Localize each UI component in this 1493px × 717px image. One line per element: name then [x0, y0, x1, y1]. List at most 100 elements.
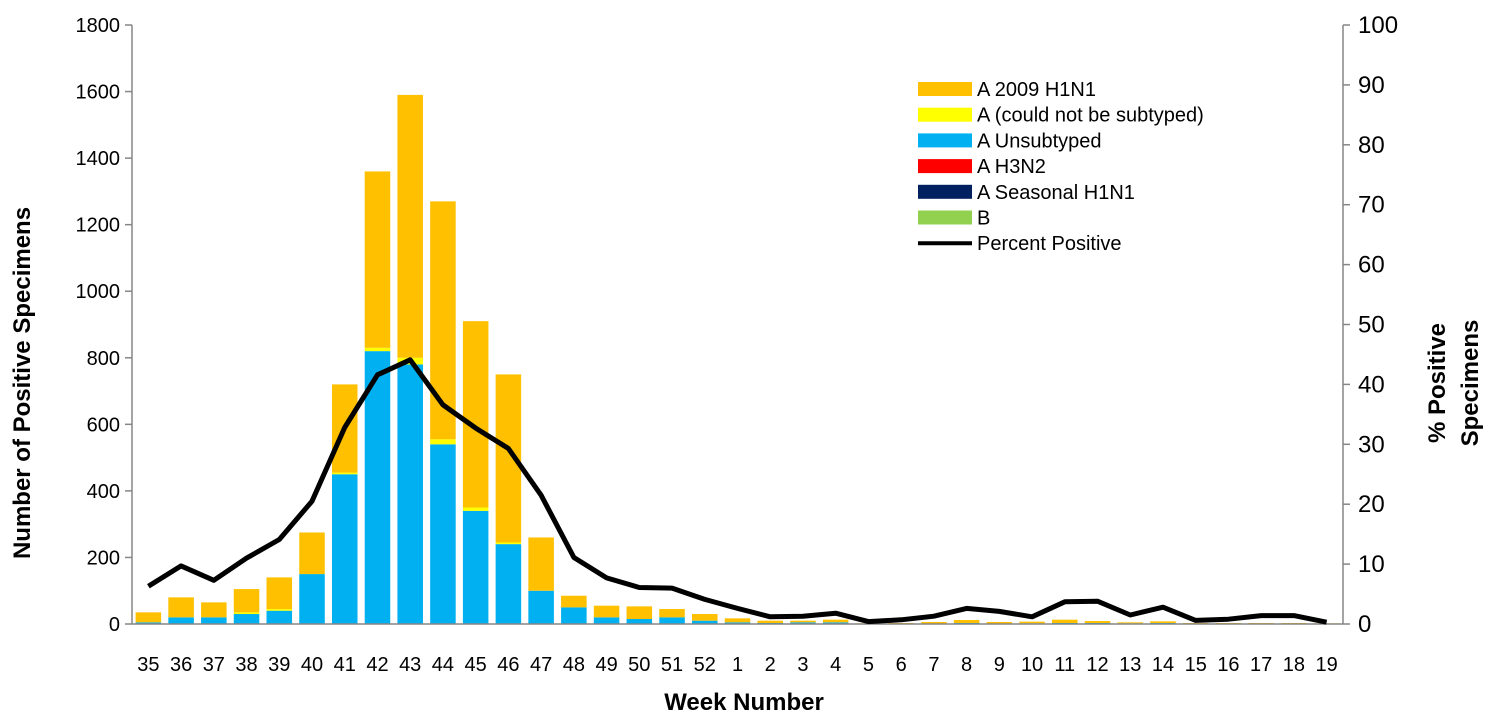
bar-a-could-not-be-subtyped-week-42 [364, 347, 391, 352]
bar-a-unsubtyped-week-38 [233, 614, 260, 624]
legend-label-a-seasonal-h1n1: A Seasonal H1N1 [977, 182, 1135, 204]
x-tick-label: 48 [563, 654, 585, 676]
y-tick-label: 200 [87, 547, 120, 569]
x-tick-label: 46 [497, 654, 519, 676]
x-tick-label: 49 [595, 654, 617, 676]
bar-a-could-not-be-subtyped-week-46 [495, 542, 522, 545]
x-tick-label: 14 [1152, 654, 1174, 676]
bar-a-unsubtyped-week-40 [299, 574, 325, 624]
bar-a-unsubtyped-week-1 [724, 622, 751, 624]
y-axis-title: Number of Positive Specimens [9, 207, 36, 559]
y-tick-label: 1800 [76, 15, 121, 37]
bar-a-2009-h1n1-week-1 [724, 618, 751, 623]
y-tick-label: 1600 [76, 82, 121, 104]
x-tick-label: 10 [1021, 654, 1043, 676]
legend-swatch-a-h3n2 [918, 159, 972, 174]
bar-a-unsubtyped-week-42 [364, 351, 391, 624]
x-tick-label: 9 [994, 654, 1005, 676]
legend-label-a-2009-h1n1: A 2009 H1N1 [977, 79, 1096, 101]
ticks-layer: 0 200 400 600 800 1000 1200 1400 1600 1800 0 10 20 30… [76, 12, 1399, 676]
y2-tick-label: 30 [1358, 431, 1385, 458]
bar-a-2009-h1n1-week-51 [659, 609, 685, 618]
bar-a-2009-h1n1-week-47 [528, 537, 554, 591]
x-tick-label: 15 [1185, 654, 1207, 676]
bar-a-2009-h1n1-week-7 [921, 622, 947, 624]
legend-label-percent-positive: Percent Positive [977, 233, 1122, 255]
bar-a-unsubtyped-week-47 [528, 590, 554, 624]
bar-a-2009-h1n1-week-50 [626, 606, 653, 620]
y2-tick-label: 80 [1358, 132, 1385, 159]
x-tick-label: 4 [830, 654, 841, 676]
x-tick-label: 7 [928, 654, 939, 676]
bar-a-2009-h1n1-week-42 [364, 171, 391, 348]
y2-tick-label: 40 [1358, 371, 1385, 398]
bar-a-unsubtyped-week-41 [331, 474, 358, 624]
x-tick-label: 39 [268, 654, 290, 676]
x-tick-label: 50 [628, 654, 650, 676]
x-tick-label: 42 [366, 654, 388, 676]
bar-a-could-not-be-subtyped-week-44 [430, 439, 456, 445]
legend-label-a-could-not-be-subtyped: A (could not be subtyped) [977, 105, 1204, 127]
bar-a-unsubtyped-week-36 [168, 617, 194, 624]
bar-a-2009-h1n1-week-13 [1117, 622, 1144, 624]
y2-tick-label: 60 [1358, 252, 1385, 279]
bar-a-2009-h1n1-week-10 [1019, 621, 1045, 624]
bar-a-unsubtyped-week-49 [593, 617, 620, 624]
x-tick-label: 19 [1316, 654, 1338, 676]
y2-tick-label: 50 [1358, 312, 1385, 339]
percent-positive-line [147, 357, 1328, 625]
bar-a-2009-h1n1-week-14 [1150, 621, 1176, 624]
bar-a-2009-h1n1-week-3 [790, 620, 816, 623]
y2-axis-title-line-2: Specimens [1457, 320, 1484, 447]
x-tick-label: 6 [896, 654, 907, 676]
y-tick-label: 1000 [76, 281, 121, 303]
bar-a-unsubtyped-week-50 [626, 619, 653, 624]
x-tick-label: 2 [765, 654, 776, 676]
bar-a-unsubtyped-week-51 [659, 617, 685, 624]
bar-a-could-not-be-subtyped-week-41 [331, 472, 358, 475]
bar-a-2009-h1n1-week-40 [299, 532, 325, 575]
bar-a-unsubtyped-week-39 [266, 610, 293, 624]
x-tick-label: 47 [530, 654, 552, 676]
x-tick-label: 40 [301, 654, 323, 676]
y2-tick-label: 10 [1358, 551, 1385, 578]
x-tick-label: 35 [137, 654, 159, 676]
x-tick-label: 5 [863, 654, 874, 676]
bar-a-unsubtyped-week-43 [397, 364, 423, 624]
legend-label-a-h3n2: A H3N2 [977, 156, 1046, 178]
bar-a-2009-h1n1-week-43 [397, 94, 423, 358]
x-tick-label: 52 [694, 654, 716, 676]
legend-swatch-a-seasonal-h1n1 [918, 184, 972, 199]
x-tick-label: 38 [235, 654, 257, 676]
bars-layer [135, 94, 1340, 624]
legend-swatch-a-could-not-be-subtyped [918, 107, 972, 122]
bar-a-2009-h1n1-week-48 [561, 595, 587, 608]
bar-a-2009-h1n1-week-37 [201, 602, 227, 618]
x-tick-label: 51 [661, 654, 683, 676]
y-tick-label: 1200 [76, 215, 121, 237]
y2-axis-title-line-1: % Positive [1424, 323, 1451, 443]
bar-a-2009-h1n1-week-38 [233, 589, 260, 613]
bar-a-2009-h1n1-week-2 [757, 620, 783, 624]
bar-a-2009-h1n1-week-4 [822, 619, 849, 623]
x-tick-label: 1 [732, 654, 743, 676]
bar-a-2009-h1n1-week-35 [135, 612, 162, 623]
x-tick-label: 18 [1283, 654, 1305, 676]
x-tick-label: 37 [203, 654, 225, 676]
bar-a-unsubtyped-week-48 [561, 607, 587, 624]
bar-a-2009-h1n1-week-8 [953, 620, 980, 624]
x-tick-label: 44 [432, 654, 454, 676]
legend-swatch-a-unsubtyped [918, 133, 972, 148]
bar-a-unsubtyped-week-3 [790, 622, 816, 624]
y2-tick-label: 90 [1358, 72, 1385, 99]
y-tick-label: 800 [87, 348, 120, 370]
bar-a-2009-h1n1-week-49 [593, 605, 620, 618]
bar-a-2009-h1n1-week-52 [692, 614, 718, 621]
bar-a-unsubtyped-week-44 [430, 444, 456, 624]
x-tick-label: 41 [334, 654, 356, 676]
y-tick-label: 400 [87, 481, 120, 503]
bar-a-2009-h1n1-week-11 [1052, 619, 1078, 624]
x-tick-label: 8 [961, 654, 972, 676]
bar-a-unsubtyped-week-45 [462, 510, 489, 624]
